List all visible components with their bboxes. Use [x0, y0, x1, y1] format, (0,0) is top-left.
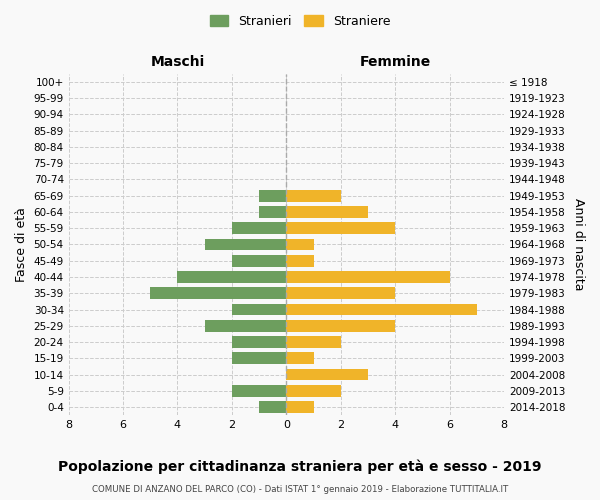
Bar: [286, 401, 314, 413]
Bar: [286, 222, 395, 234]
Text: Popolazione per cittadinanza straniera per età e sesso - 2019: Popolazione per cittadinanza straniera p…: [58, 460, 542, 474]
Bar: [232, 304, 286, 316]
Bar: [205, 238, 286, 250]
Bar: [259, 190, 286, 202]
Bar: [286, 336, 341, 348]
Bar: [178, 271, 286, 283]
Bar: [232, 336, 286, 348]
Bar: [286, 368, 368, 380]
Bar: [232, 255, 286, 266]
Y-axis label: Anni di nascita: Anni di nascita: [572, 198, 585, 290]
Bar: [286, 320, 395, 332]
Bar: [286, 206, 368, 218]
Bar: [286, 190, 341, 202]
Bar: [286, 238, 314, 250]
Bar: [259, 206, 286, 218]
Bar: [286, 271, 449, 283]
Bar: [232, 222, 286, 234]
Bar: [150, 288, 286, 299]
Text: COMUNE DI ANZANO DEL PARCO (CO) - Dati ISTAT 1° gennaio 2019 - Elaborazione TUTT: COMUNE DI ANZANO DEL PARCO (CO) - Dati I…: [92, 485, 508, 494]
Legend: Stranieri, Straniere: Stranieri, Straniere: [206, 11, 394, 32]
Bar: [205, 320, 286, 332]
Bar: [286, 255, 314, 266]
Bar: [286, 352, 314, 364]
Bar: [286, 385, 341, 396]
Bar: [259, 401, 286, 413]
Bar: [232, 385, 286, 396]
Y-axis label: Fasce di età: Fasce di età: [15, 207, 28, 282]
Bar: [232, 352, 286, 364]
Bar: [286, 304, 477, 316]
Bar: [286, 288, 395, 299]
